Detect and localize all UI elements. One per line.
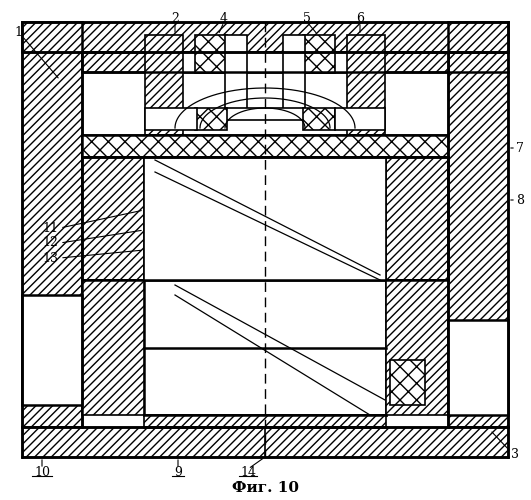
Bar [82,52,448,72]
Text: 8: 8 [516,194,524,206]
Bar [448,320,508,415]
Text: 7: 7 [516,142,524,154]
Text: 4: 4 [220,12,228,24]
Bar [22,295,82,405]
Bar [145,52,385,72]
Bar [144,280,386,415]
Text: Фиг. 10: Фиг. 10 [232,481,298,495]
Bar [144,157,386,280]
Text: 3: 3 [511,448,519,462]
Bar [303,108,335,130]
Text: 1: 1 [14,26,22,38]
Bar [448,22,508,427]
Bar [390,360,425,405]
Bar [303,35,335,73]
Bar [335,108,385,130]
Bar [145,35,183,135]
Text: 6: 6 [356,12,364,24]
Bar [195,108,227,130]
Bar [386,157,448,280]
Bar [82,280,144,415]
Text: 5: 5 [303,12,311,24]
Text: 10: 10 [34,466,50,478]
Bar [82,157,144,280]
Bar [195,35,227,73]
Text: 13: 13 [42,252,58,264]
Bar [22,427,508,457]
Bar [22,22,82,427]
Bar [22,22,508,52]
Text: 11: 11 [42,222,58,234]
Text: 9: 9 [174,466,182,478]
Text: 14: 14 [240,466,256,478]
Bar [283,35,305,110]
Bar [145,108,197,130]
Text: 12: 12 [42,236,58,250]
Bar [347,35,385,135]
Bar [386,280,448,415]
Bar [144,415,386,427]
Bar [82,135,448,157]
Bar [225,108,305,120]
Text: 2: 2 [171,12,179,24]
Bar [225,35,247,110]
